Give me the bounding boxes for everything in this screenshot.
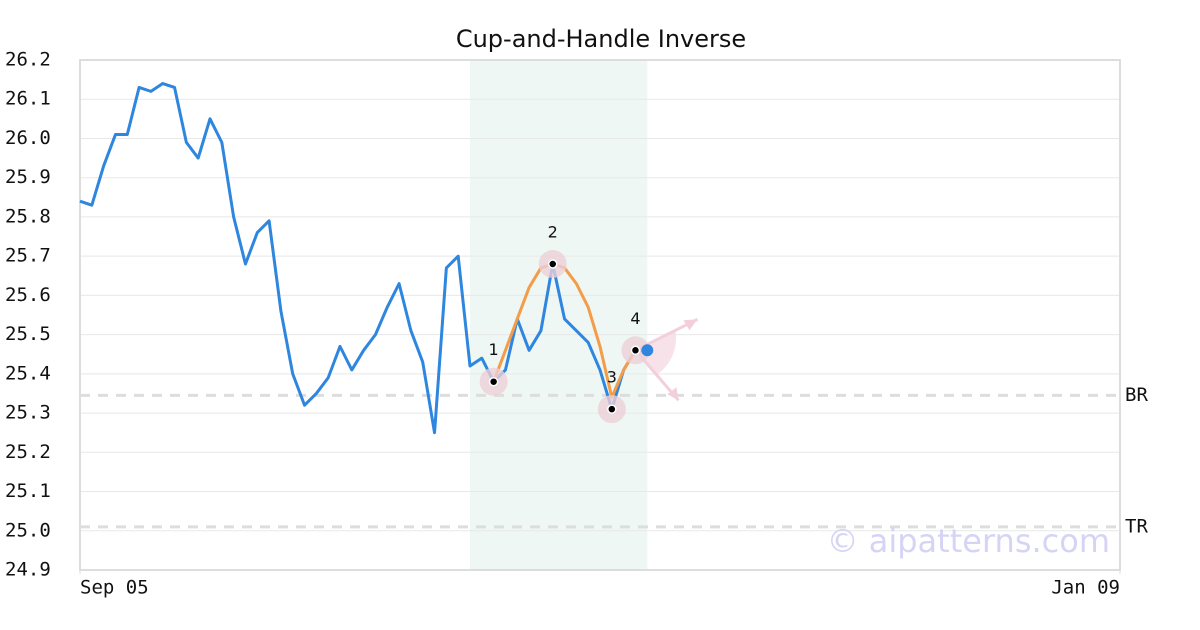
watermark: © aipatterns.com (827, 522, 1110, 560)
pattern-point (607, 404, 617, 414)
level-label: BR (1125, 384, 1148, 406)
plot-border (79, 59, 1121, 571)
y-tick-label: 25.4 (5, 362, 51, 384)
pattern-point (630, 345, 641, 356)
pattern-label: 2 (548, 223, 558, 242)
x-tick-label: Jan 09 (1051, 577, 1120, 599)
y-tick-label: 25.6 (5, 284, 51, 306)
y-tick-label: 25.5 (5, 323, 51, 345)
y-tick-label: 25.9 (5, 166, 51, 188)
pattern-label: 4 (630, 309, 640, 328)
x-tick-label: Sep 05 (80, 577, 149, 599)
y-tick-label: 25.0 (5, 519, 51, 541)
y-tick-label: 25.8 (5, 205, 51, 227)
pattern-region (470, 60, 648, 570)
level-label: TR (1125, 515, 1148, 537)
pattern-label: 1 (489, 340, 499, 359)
projection-arrowhead (683, 319, 698, 331)
y-tick-label: 25.3 (5, 402, 51, 424)
y-tick-label: 25.7 (5, 245, 51, 267)
y-tick-label: 24.9 (5, 559, 51, 581)
y-tick-label: 26.1 (5, 88, 51, 110)
pattern-point (547, 259, 558, 269)
projection-arrowhead (667, 387, 679, 401)
y-tick-label: 25.1 (5, 480, 51, 502)
y-tick-label: 25.2 (5, 441, 51, 463)
projection-wedge (635, 330, 677, 375)
last-point (641, 344, 654, 357)
chart-title: Cup-and-Handle Inverse (456, 25, 746, 53)
pattern-label: 3 (607, 368, 617, 387)
y-tick-label: 26.0 (5, 127, 51, 149)
y-tick-label: 26.2 (5, 49, 51, 71)
pattern-point (488, 376, 499, 387)
